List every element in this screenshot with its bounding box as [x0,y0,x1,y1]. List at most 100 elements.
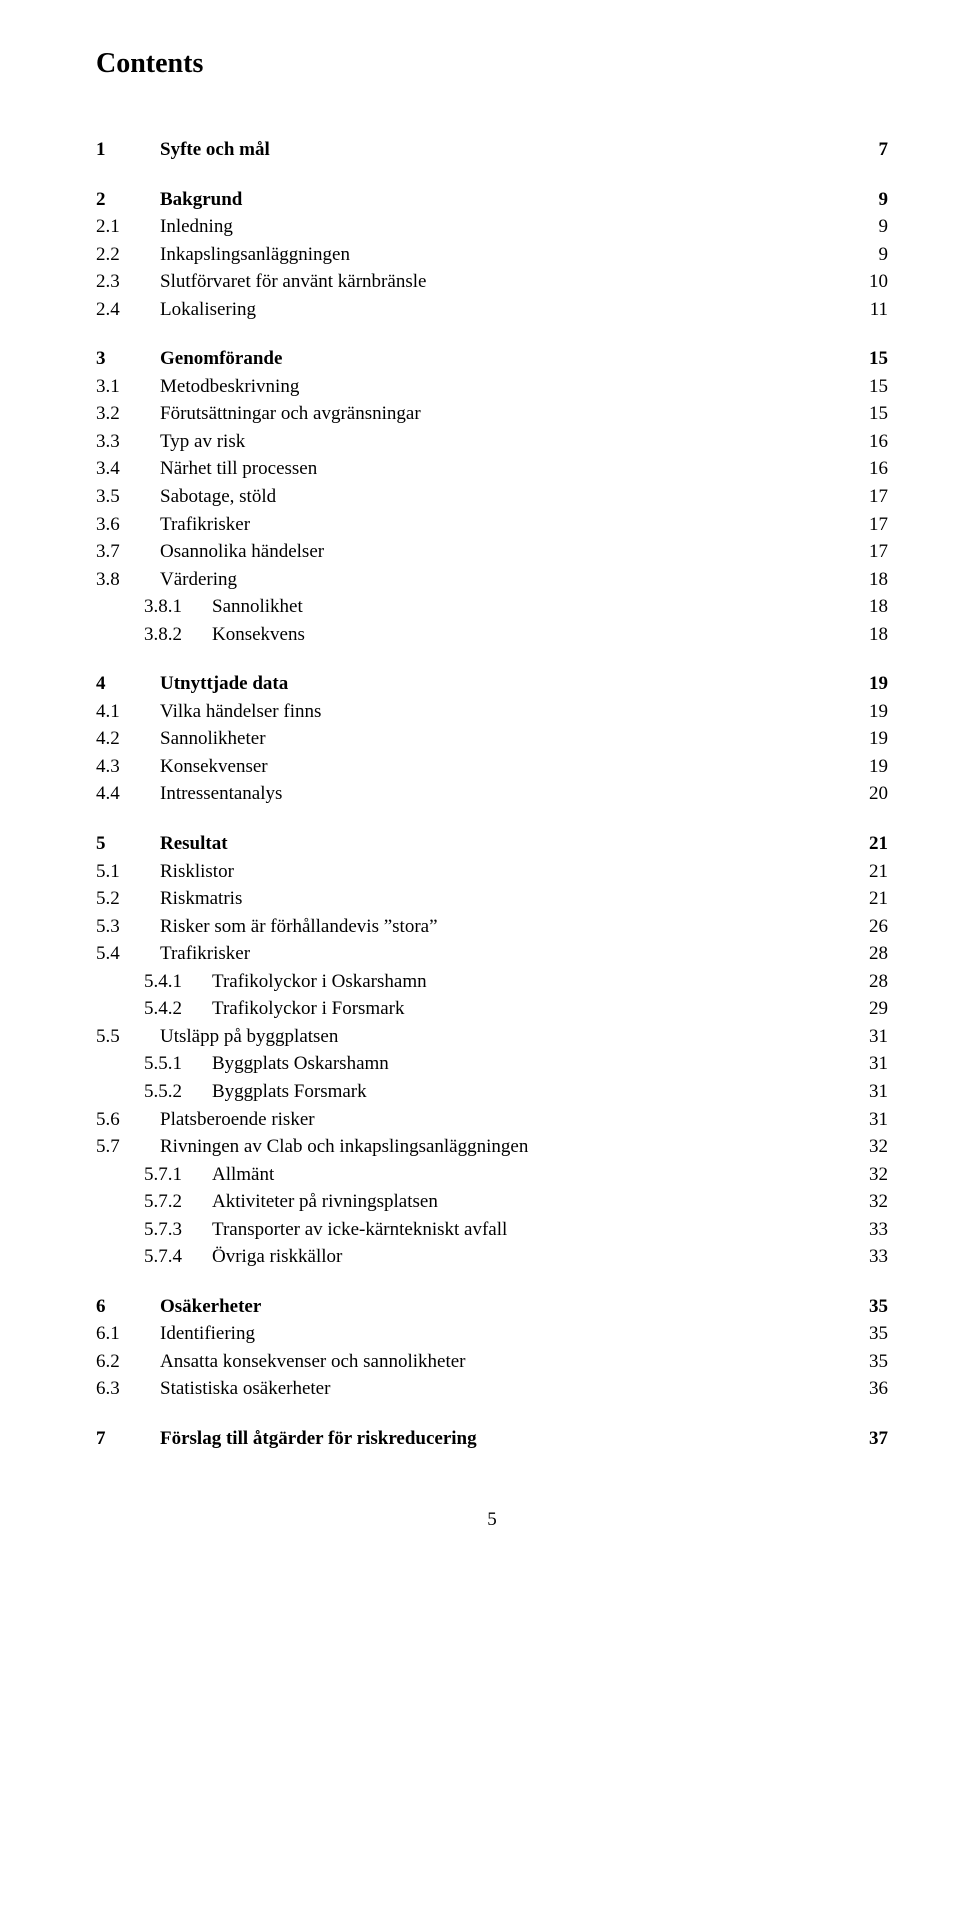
toc-entry-title: Statistiska osäkerheter [160,1375,330,1403]
toc-row: 5.1Risklistor 21 [96,858,888,886]
toc-entry-page: 19 [869,670,888,698]
toc-row: 5.4.1Trafikolyckor i Oskarshamn28 [96,968,888,996]
toc-entry-number: 6.2 [96,1348,160,1376]
toc-entry-title: Sabotage, stöld [160,483,276,511]
toc-entry-title: Typ av risk [160,428,245,456]
toc-row: 4.1Vilka händelser finns19 [96,698,888,726]
toc-entry-left: 5.6Platsberoende risker [96,1106,315,1134]
toc-entry-page: 35 [869,1320,888,1348]
toc-row: 5.5.2Byggplats Forsmark 31 [96,1078,888,1106]
toc-row: 5.7.3Transporter av icke-kärntekniskt av… [96,1216,888,1244]
toc-row: 3.8.1Sannolikhet18 [96,593,888,621]
toc-entry-left: 3.2Förutsättningar och avgränsningar [96,400,421,428]
toc-entry-page: 15 [869,400,888,428]
toc-entry-number: 5.6 [96,1106,160,1134]
toc-row: 4.3Konsekvenser19 [96,753,888,781]
toc-entry-left: 2.2Inkapslingsanläggningen [96,241,350,269]
toc-entry-number: 3 [96,345,160,373]
toc-entry-page: 33 [869,1243,888,1271]
toc-entry-title: Bakgrund [160,186,242,214]
toc-entry-title: Övriga riskkällor [212,1243,342,1271]
toc-row: 2.3Slutförvaret för använt kärnbränsle10 [96,268,888,296]
toc-row: 5.5Utsläpp på byggplatsen31 [96,1023,888,1051]
toc-entry-page: 11 [870,296,888,324]
toc-row: 3.8.2Konsekvens 18 [96,621,888,649]
toc-row: 5.2Riskmatris21 [96,885,888,913]
toc-row: 5.4Trafikrisker28 [96,940,888,968]
toc-entry-page: 21 [869,858,888,886]
toc-row: 5.7.2Aktiviteter på rivningsplatsen 32 [96,1188,888,1216]
toc-row: 6.1Identifiering35 [96,1320,888,1348]
toc-entry-left: 5.4Trafikrisker [96,940,250,968]
toc-entry-title: Konsekvens [212,621,305,649]
toc-entry-number: 4.3 [96,753,160,781]
toc-entry-page: 28 [869,968,888,996]
toc-entry-left: 3Genomförande [96,345,282,373]
toc-entry-left: 5.1Risklistor [96,858,234,886]
toc-entry-left: 1Syfte och mål [96,136,270,164]
toc-entry-left: 5.5.2Byggplats Forsmark [96,1078,367,1106]
toc-entry-left: 4Utnyttjade data [96,670,288,698]
toc-entry-title: Förutsättningar och avgränsningar [160,400,421,428]
toc-entry-page: 21 [869,830,888,858]
toc-entry-title: Inkapslingsanläggningen [160,241,350,269]
toc-row: 2.1Inledning9 [96,213,888,241]
toc-entry-left: 5.7.1Allmänt [96,1161,274,1189]
toc-entry-page: 32 [869,1133,888,1161]
toc-entry-page: 26 [869,913,888,941]
toc-entry-page: 33 [869,1216,888,1244]
toc-entry-left: 5.3Risker som är förhållandevis ”stora” [96,913,438,941]
toc-entry-number: 5 [96,830,160,858]
toc-entry-page: 29 [869,995,888,1023]
toc-entry-number: 3.8.1 [144,593,212,621]
toc-entry-page: 19 [869,725,888,753]
toc-entry-left: 2.4Lokalisering [96,296,256,324]
toc-entry-left: 5.7.2Aktiviteter på rivningsplatsen [96,1188,438,1216]
toc-entry-title: Konsekvenser [160,753,268,781]
toc-entry-title: Allmänt [212,1161,274,1189]
toc-entry-title: Risklistor [160,858,234,886]
toc-row: 3.7Osannolika händelser17 [96,538,888,566]
toc-entry-title: Utnyttjade data [160,670,288,698]
toc-entry-page: 7 [879,136,889,164]
toc-row: 1Syfte och mål 7 [96,136,888,164]
toc-entry-number: 2.1 [96,213,160,241]
toc-row: 6Osäkerheter35 [96,1293,888,1321]
toc-entry-number: 5.2 [96,885,160,913]
toc-entry-number: 3.8.2 [144,621,212,649]
toc-entry-title: Inledning [160,213,233,241]
toc-entry-page: 16 [869,428,888,456]
toc-entry-page: 18 [869,621,888,649]
toc-entry-number: 7 [96,1425,160,1453]
toc-entry-left: 5.7.4Övriga riskkällor [96,1243,342,1271]
toc-entry-title: Metodbeskrivning [160,373,299,401]
toc-entry-left: 2.1Inledning [96,213,233,241]
toc-entry-page: 32 [869,1188,888,1216]
toc-entry-number: 3.2 [96,400,160,428]
toc-entry-left: 2Bakgrund [96,186,242,214]
toc-entry-number: 3.6 [96,511,160,539]
toc-row: 3.6Trafikrisker17 [96,511,888,539]
toc-entry-number: 1 [96,136,160,164]
toc-entry-left: 3.3Typ av risk [96,428,245,456]
toc-entry-page: 9 [879,241,889,269]
toc-entry-title: Byggplats Forsmark [212,1078,367,1106]
toc-entry-left: 4.1Vilka händelser finns [96,698,321,726]
toc-entry-page: 18 [869,566,888,594]
toc-entry-title: Lokalisering [160,296,256,324]
toc-entry-title: Trafikrisker [160,940,250,968]
toc-entry-left: 5.7Rivningen av Clab och inkapslingsanlä… [96,1133,528,1161]
toc-entry-number: 5.7.2 [144,1188,212,1216]
toc-entry-number: 3.7 [96,538,160,566]
toc-entry-title: Byggplats Oskarshamn [212,1050,389,1078]
toc-entry-number: 6 [96,1293,160,1321]
toc-entry-title: Transporter av icke-kärntekniskt avfall [212,1216,507,1244]
toc-entry-number: 5.5.1 [144,1050,212,1078]
toc-entry-number: 6.1 [96,1320,160,1348]
toc-entry-page: 32 [869,1161,888,1189]
toc-entry-title: Aktiviteter på rivningsplatsen [212,1188,438,1216]
toc-entry-number: 2.3 [96,268,160,296]
toc-entry-page: 15 [869,373,888,401]
toc-entry-left: 4.3Konsekvenser [96,753,268,781]
toc-entry-page: 31 [869,1078,888,1106]
